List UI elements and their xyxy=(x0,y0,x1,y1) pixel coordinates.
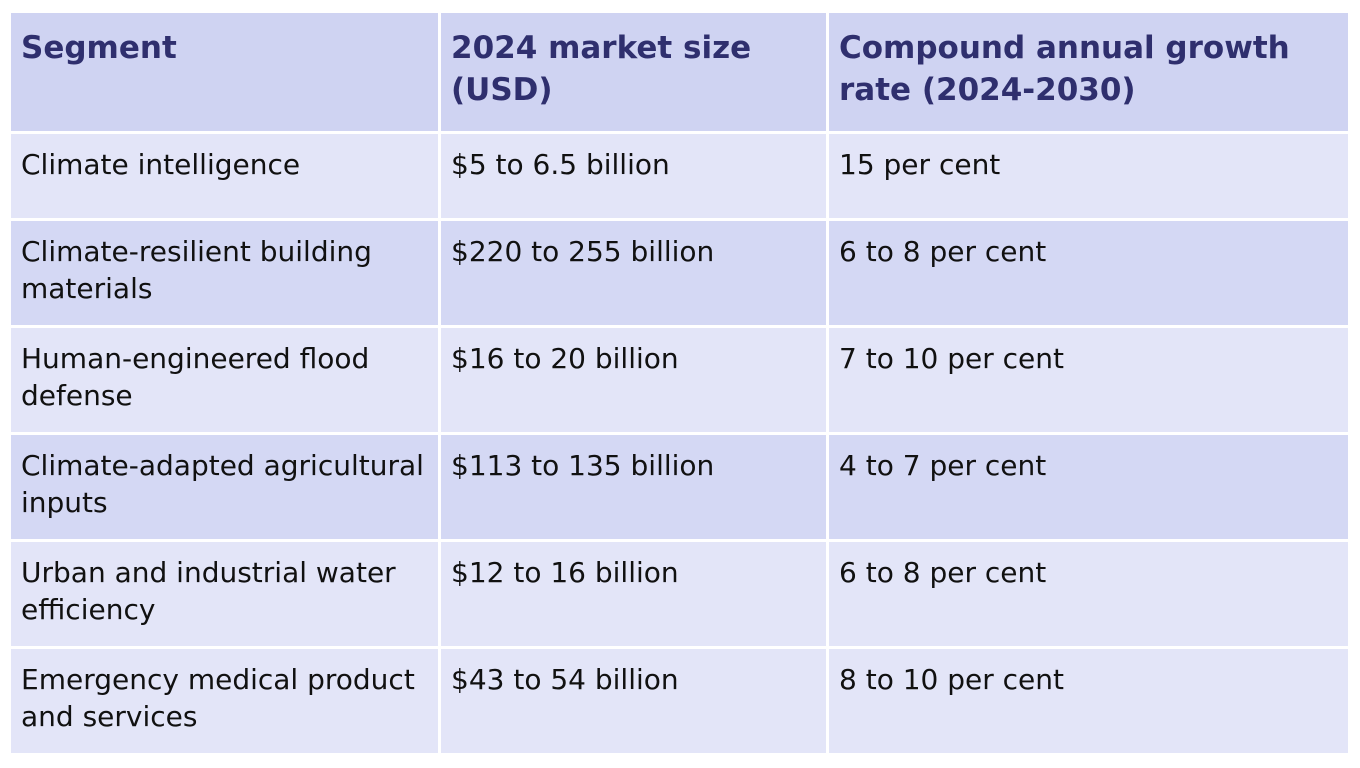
table-row: Climate-resilient building materials $22… xyxy=(8,218,1351,328)
market-size-cell: $220 to 255 billion xyxy=(438,218,829,328)
segment-cell: Climate-adapted agricultural inputs xyxy=(8,432,441,542)
market-size-cell: $12 to 16 billion xyxy=(438,539,829,649)
segment-cell: Human-engineered flood defense xyxy=(8,325,441,435)
market-size-cell: $5 to 6.5 billion xyxy=(438,131,829,221)
header-growth-rate: Compound annual growth rate (2024-2030) xyxy=(826,10,1351,134)
table-row: Human-engineered flood defense $16 to 20… xyxy=(8,325,1351,435)
growth-rate-cell: 15 per cent xyxy=(826,131,1351,221)
header-market-size: 2024 market size (USD) xyxy=(438,10,829,134)
header-segment: Segment xyxy=(8,10,441,134)
growth-rate-cell: 6 to 8 per cent xyxy=(826,218,1351,328)
market-size-cell: $16 to 20 billion xyxy=(438,325,829,435)
segment-cell: Urban and industrial water efficiency xyxy=(8,539,441,649)
table-row: Climate intelligence $5 to 6.5 billion 1… xyxy=(8,131,1351,221)
table-row: Emergency medical product and services $… xyxy=(8,646,1351,756)
market-size-cell: $43 to 54 billion xyxy=(438,646,829,756)
growth-rate-cell: 8 to 10 per cent xyxy=(826,646,1351,756)
growth-rate-cell: 6 to 8 per cent xyxy=(826,539,1351,649)
segment-cell: Climate-resilient building materials xyxy=(8,218,441,328)
segment-cell: Climate intelligence xyxy=(8,131,441,221)
growth-rate-cell: 4 to 7 per cent xyxy=(826,432,1351,542)
market-table-container: Segment 2024 market size (USD) Compound … xyxy=(8,10,1351,756)
table-row: Climate-adapted agricultural inputs $113… xyxy=(8,432,1351,542)
segment-cell: Emergency medical product and services xyxy=(8,646,441,756)
growth-rate-cell: 7 to 10 per cent xyxy=(826,325,1351,435)
market-table: Segment 2024 market size (USD) Compound … xyxy=(8,10,1351,756)
table-header-row: Segment 2024 market size (USD) Compound … xyxy=(8,10,1351,134)
market-size-cell: $113 to 135 billion xyxy=(438,432,829,542)
table-row: Urban and industrial water efficiency $1… xyxy=(8,539,1351,649)
